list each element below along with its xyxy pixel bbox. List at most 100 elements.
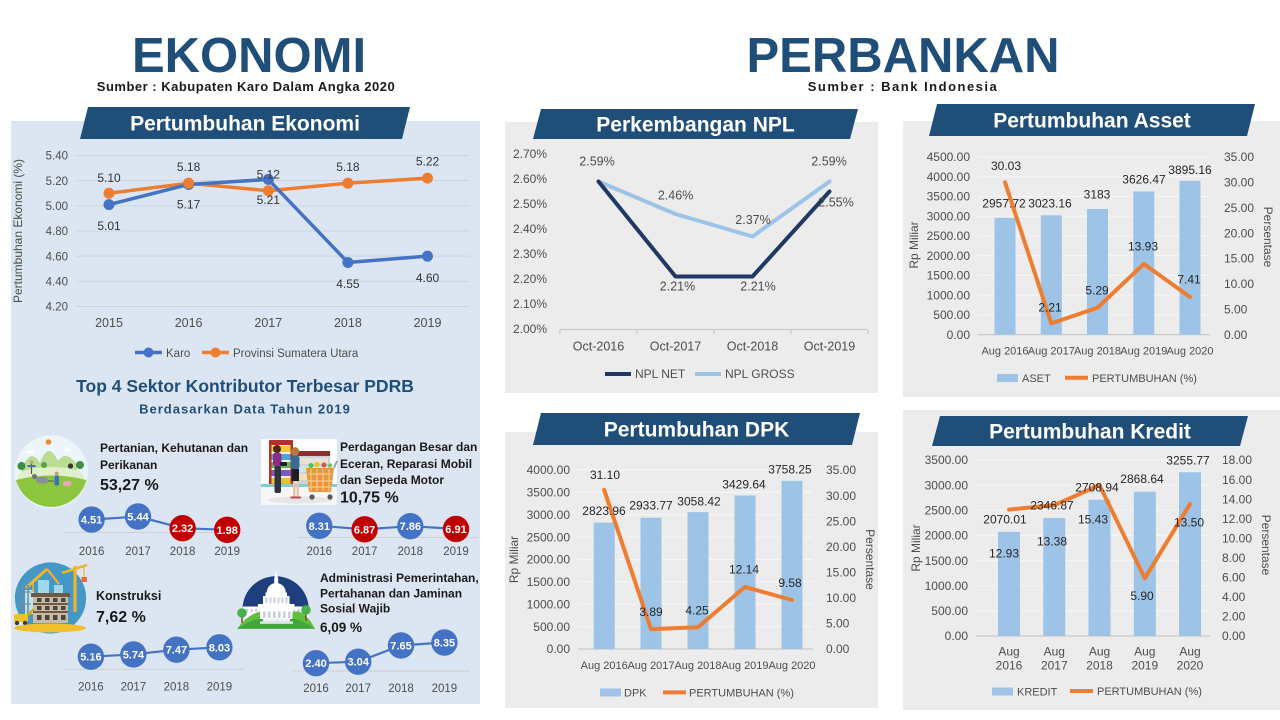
svg-text:13.50: 13.50 — [1174, 515, 1204, 529]
svg-text:Aug 2020: Aug 2020 — [768, 660, 815, 672]
svg-text:Pertanian, Kehutanan dan: Pertanian, Kehutanan dan — [100, 441, 248, 455]
svg-text:Oct-2017: Oct-2017 — [650, 339, 701, 353]
svg-text:Perikanan: Perikanan — [100, 458, 157, 472]
svg-text:25.00: 25.00 — [826, 514, 856, 528]
svg-text:3000.00: 3000.00 — [927, 209, 971, 223]
svg-text:1.98: 1.98 — [216, 525, 237, 537]
svg-text:500.00: 500.00 — [933, 308, 970, 322]
svg-text:2000.00: 2000.00 — [925, 529, 969, 543]
svg-text:PERBANKAN: PERBANKAN — [746, 29, 1059, 83]
svg-text:5.29: 5.29 — [1085, 283, 1109, 297]
svg-text:2020: 2020 — [1177, 658, 1204, 672]
svg-text:5.74: 5.74 — [123, 649, 145, 661]
svg-text:2000.00: 2000.00 — [527, 553, 571, 567]
svg-text:0.00: 0.00 — [1224, 328, 1248, 342]
svg-text:2.46%: 2.46% — [658, 188, 693, 202]
svg-text:8.31: 8.31 — [309, 521, 330, 533]
svg-text:35.00: 35.00 — [826, 463, 856, 477]
svg-text:Aug 2018: Aug 2018 — [1074, 346, 1121, 358]
svg-text:Aug: Aug — [1179, 644, 1200, 658]
svg-text:4.00: 4.00 — [1222, 590, 1246, 604]
svg-text:12.93: 12.93 — [989, 546, 1019, 560]
svg-text:Aug 2017: Aug 2017 — [1028, 346, 1075, 358]
svg-text:2016: 2016 — [78, 682, 104, 694]
svg-text:2.59%: 2.59% — [811, 154, 846, 168]
svg-text:2019: 2019 — [443, 546, 469, 558]
svg-text:8.35: 8.35 — [434, 638, 455, 650]
svg-text:2346.87: 2346.87 — [1030, 498, 1074, 512]
svg-text:5.00: 5.00 — [826, 617, 850, 631]
svg-text:5.22: 5.22 — [416, 154, 440, 168]
svg-text:2070.01: 2070.01 — [983, 512, 1027, 526]
svg-text:2019: 2019 — [414, 316, 442, 330]
svg-text:1500.00: 1500.00 — [527, 575, 571, 589]
svg-text:30.00: 30.00 — [826, 489, 856, 503]
svg-text:2017: 2017 — [121, 682, 147, 694]
svg-text:2017: 2017 — [125, 546, 151, 558]
svg-text:7,62 %: 7,62 % — [96, 609, 146, 626]
svg-text:5.00: 5.00 — [1224, 302, 1248, 316]
svg-text:5.16: 5.16 — [80, 652, 101, 664]
svg-text:2.50%: 2.50% — [513, 197, 547, 211]
svg-text:1000.00: 1000.00 — [927, 288, 971, 302]
svg-text:Aug: Aug — [1134, 644, 1155, 658]
svg-text:3500.00: 3500.00 — [927, 190, 971, 204]
svg-text:2016: 2016 — [307, 546, 333, 558]
svg-text:5.17: 5.17 — [177, 197, 201, 211]
svg-text:Konstruksi: Konstruksi — [96, 589, 161, 603]
svg-text:Pertumbuhan Asset: Pertumbuhan Asset — [993, 110, 1191, 133]
svg-text:5.44: 5.44 — [127, 512, 149, 524]
svg-text:20.00: 20.00 — [1224, 226, 1254, 240]
svg-text:7.86: 7.86 — [400, 521, 421, 533]
svg-text:2500.00: 2500.00 — [927, 229, 971, 243]
svg-text:10,75 %: 10,75 % — [340, 490, 399, 507]
svg-text:PERTUMBUHAN (%): PERTUMBUHAN (%) — [1092, 373, 1197, 385]
svg-text:6.87: 6.87 — [354, 524, 375, 536]
svg-text:3000.00: 3000.00 — [527, 508, 571, 522]
svg-text:DPK: DPK — [624, 687, 647, 699]
svg-text:3500.00: 3500.00 — [527, 486, 571, 500]
svg-text:10.00: 10.00 — [826, 591, 856, 605]
svg-text:4000.00: 4000.00 — [927, 170, 971, 184]
svg-text:Karo: Karo — [166, 348, 190, 360]
svg-text:7.65: 7.65 — [390, 640, 411, 652]
svg-text:2868.64: 2868.64 — [1120, 472, 1164, 486]
svg-text:25.00: 25.00 — [1224, 201, 1254, 215]
svg-text:4.80: 4.80 — [46, 226, 68, 238]
svg-text:35.00: 35.00 — [1224, 150, 1254, 164]
svg-text:2018: 2018 — [1086, 658, 1113, 672]
svg-text:500.00: 500.00 — [931, 604, 968, 618]
svg-text:2933.77: 2933.77 — [629, 498, 673, 512]
svg-text:2.40: 2.40 — [305, 658, 326, 670]
svg-text:13.38: 13.38 — [1037, 534, 1067, 548]
svg-text:2.60%: 2.60% — [513, 172, 547, 186]
svg-text:2018: 2018 — [170, 546, 196, 558]
svg-text:3429.64: 3429.64 — [722, 477, 766, 491]
svg-text:2500.00: 2500.00 — [925, 503, 969, 517]
svg-text:7.47: 7.47 — [166, 645, 187, 657]
svg-text:12.14: 12.14 — [729, 562, 759, 576]
svg-text:Aug 2017: Aug 2017 — [627, 660, 674, 672]
svg-text:2017: 2017 — [254, 316, 282, 330]
svg-text:30.00: 30.00 — [1224, 176, 1254, 190]
svg-text:2.20%: 2.20% — [513, 272, 547, 286]
svg-text:3183: 3183 — [1084, 187, 1111, 201]
svg-text:0.00: 0.00 — [826, 642, 850, 656]
svg-text:Oct-2016: Oct-2016 — [573, 339, 624, 353]
svg-text:2.32: 2.32 — [172, 523, 193, 535]
svg-text:Aug: Aug — [1089, 644, 1110, 658]
svg-text:Persentase: Persentase — [1261, 207, 1275, 268]
svg-text:2.40%: 2.40% — [513, 222, 547, 236]
svg-text:5.00: 5.00 — [46, 201, 68, 213]
svg-text:30.03: 30.03 — [991, 159, 1021, 173]
svg-text:2000.00: 2000.00 — [927, 249, 971, 263]
svg-text:Persentase: Persentase — [863, 529, 877, 590]
svg-text:3.89: 3.89 — [639, 605, 663, 619]
svg-text:2018: 2018 — [388, 683, 414, 695]
svg-text:PERTUMBUHAN (%): PERTUMBUHAN (%) — [1097, 686, 1202, 698]
svg-text:3758.25: 3758.25 — [768, 462, 812, 476]
svg-text:6.91: 6.91 — [445, 524, 466, 536]
svg-text:Aug 2019: Aug 2019 — [1120, 346, 1167, 358]
svg-text:8.03: 8.03 — [209, 642, 230, 654]
svg-text:Aug 2018: Aug 2018 — [674, 660, 721, 672]
